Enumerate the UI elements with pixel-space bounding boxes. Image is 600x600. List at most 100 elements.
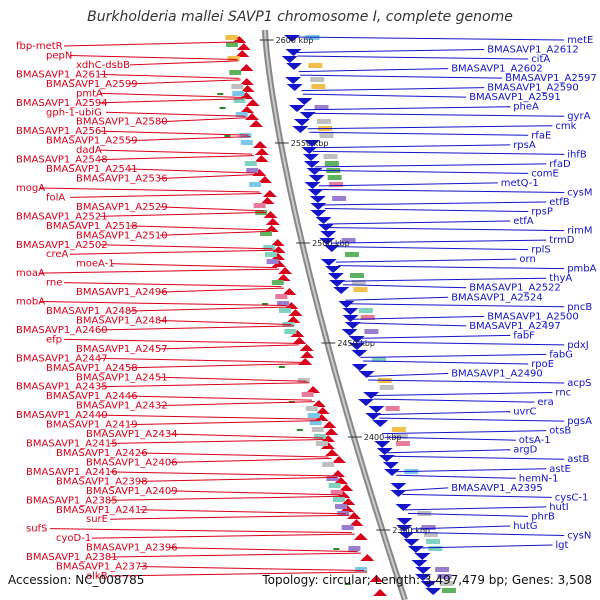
reverse-gene-arrow	[329, 280, 346, 287]
reverse-gene-arrow	[301, 147, 318, 154]
left-leader-line	[99, 325, 294, 331]
right-leader-line	[376, 411, 511, 416]
left-gene-label: BMASAVP1_A2510	[76, 230, 168, 241]
right-gene-label: astB	[567, 454, 589, 465]
left-gene-label: BMASAVP1_A2529	[76, 202, 168, 213]
reverse-gene-arrow	[310, 203, 327, 210]
reverse-gene-arrow	[307, 189, 324, 196]
left-leader-line	[129, 60, 239, 66]
reverse-gene-arrow	[306, 168, 323, 175]
left-gene-label: BMASAVP1_A2460	[16, 325, 108, 336]
cog-color-block	[277, 301, 290, 306]
forward-gene-arrow	[324, 428, 339, 435]
right-leader-line	[373, 398, 535, 403]
left-gene-label: mogA	[16, 183, 45, 194]
left-gene-label: BMASAVP1_A2521	[16, 211, 108, 222]
cog-color-block	[323, 154, 338, 159]
right-gene-label: BMASAVP1_A2490	[451, 368, 543, 379]
left-gene-label: BMASAVP1_A2432	[76, 401, 168, 412]
left-gene-label: sufS	[26, 524, 47, 535]
right-gene-label: BMASAVP1_A2500	[487, 311, 579, 322]
forward-gene-arrow	[271, 246, 286, 253]
left-leader-line	[99, 92, 243, 98]
reverse-gene-arrow	[293, 119, 310, 126]
right-gene-label: comE	[531, 168, 559, 179]
reverse-gene-arrow	[390, 483, 407, 490]
right-gene-label: BMASAVP1_A2602	[451, 64, 543, 75]
left-gene-label: BMASAVP1_A2385	[26, 495, 118, 506]
right-leader-line	[370, 392, 553, 397]
forward-gene-arrow	[240, 85, 255, 92]
right-leader-line	[355, 334, 511, 339]
left-gene-label: pepN	[46, 50, 72, 61]
left-gene-label: cyoD-1	[56, 533, 91, 544]
right-gene-label: ihfB	[567, 149, 587, 160]
right-gene-label: rpsP	[531, 207, 553, 218]
reverse-gene-arrow	[382, 462, 399, 469]
forward-gene-arrow	[353, 533, 368, 540]
reverse-gene-arrow	[396, 518, 413, 525]
right-gene-label: rfaD	[549, 159, 571, 170]
left-leader-line	[139, 509, 346, 515]
forward-gene-arrow	[300, 351, 315, 358]
reverse-gene-arrow	[351, 350, 368, 357]
right-leader-line	[365, 372, 449, 377]
cog-color-block	[307, 413, 320, 418]
right-leader-line	[393, 468, 547, 473]
left-gene-label: mobA	[16, 297, 45, 308]
reverse-gene-arrow	[411, 560, 428, 567]
reverse-gene-arrow	[342, 308, 359, 315]
green-marker	[217, 93, 224, 95]
cog-color-block	[263, 245, 276, 250]
reverse-gene-arrow	[425, 588, 442, 595]
right-leader-line	[320, 188, 565, 193]
reverse-gene-arrow	[317, 224, 334, 231]
left-leader-line	[139, 566, 365, 572]
cog-color-block	[326, 476, 339, 481]
right-leader-line	[379, 417, 565, 422]
left-gene-label: BMASAVP1_A2373	[56, 562, 148, 573]
reverse-gene-arrow	[341, 329, 358, 336]
cog-color-block	[442, 588, 457, 593]
right-leader-line	[322, 201, 547, 206]
right-gene-label: metQ-1	[501, 178, 539, 189]
right-leader-line	[331, 239, 547, 244]
reverse-gene-arrow	[304, 140, 321, 147]
left-leader-line	[109, 471, 335, 477]
cog-color-block	[232, 91, 245, 96]
right-gene-label: cmk	[555, 121, 576, 132]
cog-color-block	[435, 567, 450, 572]
left-gene-label: BMASAVP1_A2561	[16, 126, 108, 137]
left-gene-label: folA	[46, 192, 65, 203]
left-gene-label: BMASAVP1_A2541	[46, 164, 138, 175]
forward-gene-arrow	[360, 554, 375, 561]
right-gene-label: cysC-1	[555, 492, 589, 503]
cog-color-block	[344, 252, 359, 257]
left-leader-line	[63, 338, 297, 344]
left-leader-line	[99, 149, 253, 155]
reverse-gene-arrow	[304, 182, 321, 189]
right-leader-line	[352, 322, 467, 327]
left-gene-label: BMASAVP1_A2416	[26, 467, 118, 478]
right-gene-label: rnc	[555, 388, 571, 399]
right-leader-line	[357, 341, 565, 346]
cog-color-block	[246, 168, 259, 173]
right-gene-label: uvrC	[513, 407, 536, 418]
reverse-gene-arrow	[319, 238, 336, 245]
cog-color-block	[313, 434, 326, 439]
forward-gene-arrow	[290, 330, 305, 337]
right-gene-label: BMASAVP1_A2597	[505, 73, 597, 84]
left-gene-label: xdhC-dsbB	[76, 60, 130, 71]
left-gene-label: BMASAVP1_A2458	[46, 363, 138, 374]
left-leader-line	[129, 363, 305, 369]
left-gene-label: BMASAVP1_A2536	[76, 174, 168, 185]
forward-gene-arrow	[271, 253, 286, 260]
reverse-gene-arrow	[344, 322, 361, 329]
cog-color-block	[360, 315, 375, 320]
left-gene-label: BMASAVP1_A2484	[76, 315, 168, 326]
accession-label: Accession: NC_008785	[8, 573, 145, 587]
cog-color-block	[225, 35, 238, 40]
right-gene-label: pheA	[513, 102, 539, 113]
left-leader-line	[109, 495, 343, 501]
